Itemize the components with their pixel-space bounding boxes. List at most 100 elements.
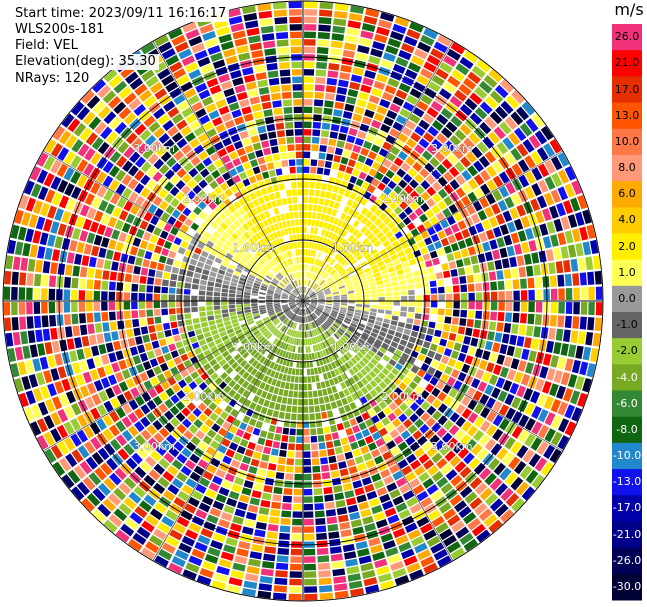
gate	[314, 320, 319, 327]
gate	[534, 130, 548, 145]
gate	[7, 348, 17, 363]
gate	[473, 403, 484, 415]
gate	[247, 320, 255, 325]
gate	[533, 264, 541, 276]
gate	[242, 455, 252, 465]
gate	[161, 279, 169, 287]
gate	[171, 459, 183, 470]
gate	[439, 338, 448, 347]
gate	[334, 342, 341, 349]
gate	[264, 116, 275, 125]
gate	[296, 279, 299, 287]
gate	[385, 261, 394, 269]
gate	[510, 441, 523, 455]
gate	[331, 335, 338, 342]
gate	[193, 272, 201, 279]
gate	[56, 424, 69, 439]
gate	[78, 278, 87, 289]
gate	[148, 388, 158, 399]
gate	[320, 137, 329, 145]
gate	[288, 301, 295, 304]
gate	[385, 230, 394, 239]
gate	[294, 466, 303, 473]
gate	[243, 328, 251, 335]
gate	[297, 353, 301, 361]
gate	[283, 290, 290, 294]
gate	[227, 126, 238, 136]
gate	[296, 308, 300, 315]
gate	[374, 198, 383, 207]
gate	[239, 98, 250, 108]
gate	[242, 371, 250, 380]
gate	[236, 301, 243, 305]
gate	[270, 315, 277, 320]
gate	[292, 290, 298, 296]
gate	[58, 457, 72, 472]
gate	[273, 347, 279, 354]
gate	[114, 121, 127, 135]
gate	[400, 162, 411, 172]
gate	[343, 42, 357, 51]
gate	[175, 412, 186, 423]
gate	[268, 516, 280, 525]
gate	[406, 222, 416, 231]
gate	[268, 77, 280, 86]
gate	[291, 282, 296, 288]
gate	[314, 510, 325, 518]
gate	[329, 249, 336, 257]
gate	[272, 257, 279, 264]
gate	[289, 258, 293, 265]
gate	[294, 280, 298, 287]
gate	[459, 466, 472, 479]
gate	[205, 258, 214, 266]
gate	[18, 392, 29, 408]
gate	[181, 185, 191, 195]
gate	[475, 369, 485, 380]
gate	[332, 307, 340, 311]
gate	[376, 317, 384, 322]
gate	[229, 522, 242, 532]
gate	[238, 280, 246, 286]
gate	[223, 256, 231, 263]
gate	[213, 207, 222, 216]
gate	[233, 392, 242, 401]
gate	[156, 219, 166, 229]
gate	[194, 541, 208, 553]
gate	[423, 132, 435, 143]
gate	[178, 379, 187, 389]
gate	[425, 209, 435, 219]
gate	[181, 484, 194, 495]
gate	[533, 326, 541, 338]
gate	[192, 397, 202, 407]
gate	[391, 315, 399, 321]
gate	[101, 312, 109, 322]
gate	[171, 555, 186, 568]
gate	[258, 301, 265, 304]
gate	[516, 255, 525, 267]
gate	[288, 159, 296, 167]
gate	[146, 424, 158, 436]
gate	[212, 350, 221, 358]
gate	[89, 221, 100, 233]
gate	[254, 189, 263, 198]
gate	[212, 91, 225, 102]
gate	[467, 246, 477, 256]
gate	[289, 283, 294, 289]
gate	[360, 260, 368, 267]
gate	[382, 52, 396, 63]
gate	[214, 377, 223, 386]
gate	[445, 293, 453, 301]
gate	[245, 264, 253, 271]
gate	[274, 160, 282, 169]
gate	[165, 535, 180, 548]
gate	[204, 377, 214, 386]
gate	[430, 100, 443, 112]
gate	[101, 301, 108, 311]
gate	[275, 32, 289, 40]
gate	[406, 562, 421, 574]
gate	[146, 293, 153, 301]
gate	[236, 356, 244, 364]
gate	[239, 130, 249, 140]
gate	[369, 194, 378, 204]
gate	[366, 102, 378, 112]
